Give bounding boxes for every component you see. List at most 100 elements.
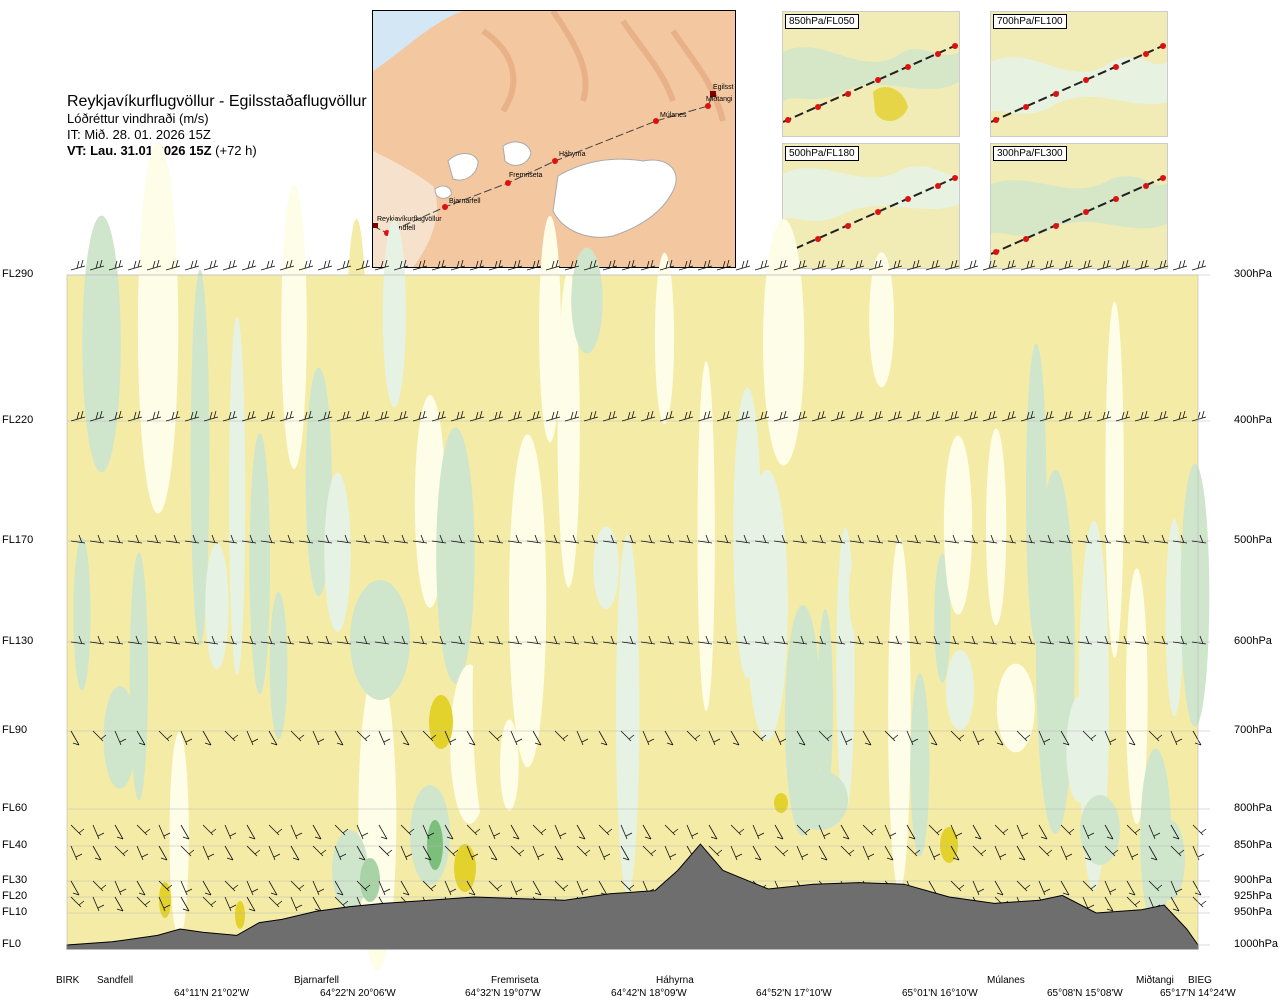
wind-barb [268,824,283,836]
wind-barb [393,635,409,645]
wind-barb [884,730,899,742]
wind-barb [469,534,485,544]
wind-barb [925,410,941,422]
wind-barb [642,730,655,746]
wind-barb [792,410,808,422]
wind-barb [355,410,371,422]
field-cell [934,553,951,683]
wind-barb [884,845,894,861]
wind-barb [1038,880,1051,896]
wind-barb [906,730,919,746]
wind-barb [773,410,789,422]
coordinate-label: 64°22'N 20°06'W [320,988,396,999]
wind-barb [260,534,276,544]
wind-barb [1020,410,1036,422]
wind-barb [127,259,143,271]
wind-barb [906,635,922,645]
wind-barb [1001,635,1017,645]
wind-barb [336,410,352,422]
map-label-midtangi: Miðtangi [706,95,733,103]
route-title: Reykjavíkurflugvöllur - Egilsstaðaflugvö… [67,93,367,110]
wind-barb [1104,880,1117,896]
wind-barb [412,635,428,645]
thumbnail-700hpa[interactable]: 700hPa/FL100 [990,11,1168,137]
valid-time-label: VT: Lau. 31.01.2026 15Z [67,143,212,158]
wind-barb [222,534,238,544]
field-updraft-core [159,882,171,918]
wind-barb [642,824,652,840]
wind-barb [1016,880,1031,892]
wind-barb [928,730,938,746]
thumbnail-500hpa-label: 500hPa/FL180 [785,146,859,161]
wind-barb [136,896,151,908]
wind-barb [510,730,523,746]
wind-barb [1104,845,1119,857]
wind-barb [773,259,789,271]
wind-barb [378,880,391,896]
field-cell [190,269,210,646]
thumbnail-500hpa[interactable]: 500hPa/FL180 [782,143,960,269]
wind-barb [422,880,437,892]
wind-barb [108,410,124,422]
wind-barb [203,635,219,645]
wind-barb [928,824,943,836]
wind-barb [246,845,261,857]
wind-barb [336,534,352,544]
wind-barb [1126,824,1141,836]
pressure-label: 800hPa [1234,802,1272,814]
wind-barb [114,880,127,896]
wind-barb [906,534,922,544]
wind-barb [312,824,322,840]
wind-barb [811,410,827,422]
map-point-hahyrna [552,158,558,164]
wind-barb [400,845,413,861]
wind-barb [1039,534,1055,544]
wind-barb [202,824,217,836]
pressure-label: 700hPa [1234,724,1272,736]
wind-barb [576,845,591,857]
wind-barb [716,410,732,422]
wind-barb [862,730,872,746]
wind-barb [290,880,305,892]
wind-barb [994,845,1007,861]
coordinate-label: 65°17'N 14°24'W [1160,988,1236,999]
wind-barb [830,534,846,544]
wind-barb [1115,410,1131,422]
field-cell [763,219,805,466]
field-cell [472,556,507,836]
wind-barb [158,845,168,861]
field-cell [1165,519,1184,717]
wind-barb [982,410,998,422]
wind-barb [735,534,751,544]
wind-barb [811,534,827,544]
wind-barb [241,410,257,422]
wind-barb [982,635,998,645]
wind-barb [378,730,391,746]
field-cell [943,435,973,615]
wind-barb [963,410,979,422]
wind-barb [708,824,718,840]
wind-barb [576,824,586,840]
wind-barb [554,845,564,861]
wind-barb [1082,845,1092,861]
wind-barb [136,880,146,896]
wind-barb [1104,896,1114,912]
wind-barb [146,259,162,271]
wind-barb [950,845,960,861]
wind-barb [583,410,599,422]
wind-barb [202,880,212,896]
wind-barb [583,635,599,645]
wind-barb [1191,259,1207,271]
wind-barb [564,410,580,422]
thumbnail-850hpa[interactable]: 850hPa/FL050 [782,11,960,137]
title-block: Reykjavíkurflugvöllur - Egilsstaðaflugvö… [67,92,367,159]
wind-barb [602,534,618,544]
wind-barb [818,845,828,861]
fl-label: FL290 [2,268,34,280]
waypoint-label: Háhyrna [656,975,694,986]
wind-barb [972,824,982,840]
wind-barb [488,259,504,271]
wind-barb [1126,896,1141,908]
thumbnail-300hpa[interactable]: 300hPa/FL300 [990,143,1168,269]
waypoint-label: BIEG [1188,975,1212,986]
